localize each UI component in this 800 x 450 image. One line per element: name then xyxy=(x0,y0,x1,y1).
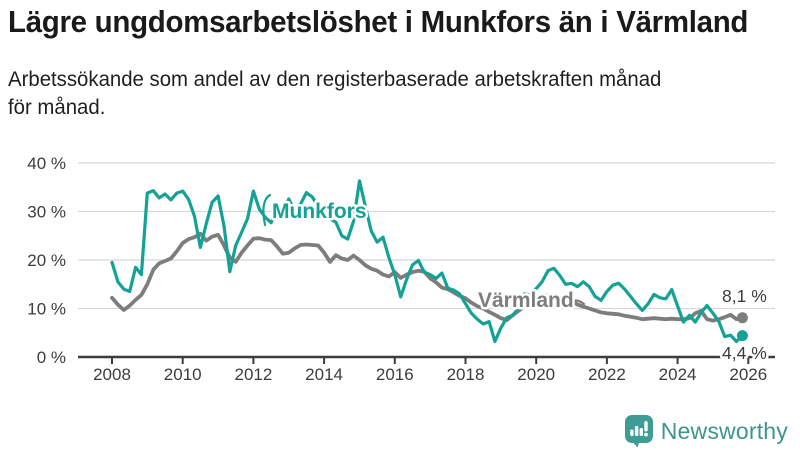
x-tick-label: 2012 xyxy=(234,365,272,384)
x-tick-label: 2022 xyxy=(588,365,626,384)
series-lines xyxy=(110,179,748,344)
varmland-label-connector xyxy=(557,297,586,306)
munkfors-line-label: Munkfors xyxy=(272,200,367,223)
munkfors-label-connector xyxy=(262,193,272,227)
x-tick-label: 2008 xyxy=(93,365,131,384)
page-title: Lägre ungdomsarbetslöshet i Munkfors än … xyxy=(8,4,749,39)
varmland-end-value-label: 8,1 % xyxy=(722,286,767,306)
subtitle-line-2: för månad. xyxy=(8,96,106,119)
gridlines: 0 % 10 % 20 % 30 % 40 % xyxy=(27,154,775,367)
y-tick-label: 0 % xyxy=(37,348,66,367)
x-tick-label: 2018 xyxy=(447,365,485,384)
y-tick-label: 20 % xyxy=(27,251,66,270)
x-tick-label: 2014 xyxy=(305,365,343,384)
newsworthy-wordmark: Newsworthy xyxy=(660,417,788,444)
series-line-munkfors xyxy=(110,179,744,344)
x-tick-label: 2010 xyxy=(164,365,202,384)
y-tick-label: 10 % xyxy=(27,300,66,319)
line-chart: 0 % 10 % 20 % 30 % 40 % 2008 2010 2012 2014 2016… xyxy=(27,154,775,384)
series-end-dot-värmland xyxy=(736,312,748,324)
newsworthy-logo: Newsworthy xyxy=(624,414,788,448)
subtitle-line-1: Arbetssökande som andel av den registerb… xyxy=(8,68,662,91)
varmland-line-label: Värmland xyxy=(478,289,574,312)
munkfors-end-value-label: 4,4 % xyxy=(722,343,767,363)
y-tick-label: 40 % xyxy=(27,154,66,173)
x-tick-label: 2016 xyxy=(376,365,414,384)
axes: 2008 2010 2012 2014 2016 2018 2020 2022 2024 2026 xyxy=(78,355,775,384)
series-line-värmland xyxy=(110,231,745,323)
newsworthy-logo-icon xyxy=(624,415,653,448)
series-end-dot-munkfors xyxy=(736,330,748,342)
y-tick-label: 30 % xyxy=(27,203,66,222)
x-tick-label: 2020 xyxy=(517,365,555,384)
page-subtitle: Arbetssökande som andel av den registerb… xyxy=(8,66,661,122)
x-tick-label: 2026 xyxy=(729,365,767,384)
x-tick-label: 2024 xyxy=(659,365,697,384)
